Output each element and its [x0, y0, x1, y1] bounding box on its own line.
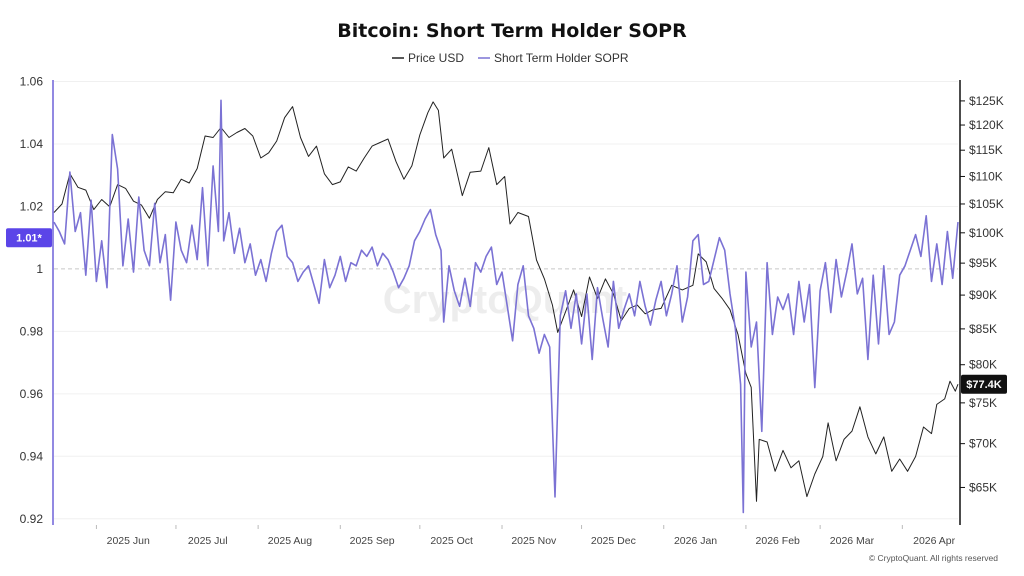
current-price-badge-label: $77.4K: [966, 379, 1002, 391]
x-tick-label: 2025 Oct: [430, 535, 473, 547]
left-tick-label: 0.96: [20, 387, 44, 401]
right-tick-label: $110K: [969, 169, 1003, 183]
left-tick-label: 1: [36, 262, 43, 276]
x-tick-label: 2026 Feb: [756, 535, 801, 547]
right-tick-label: $95K: [969, 256, 997, 270]
current-sopr-badge-bg: [6, 228, 52, 248]
left-axis: 0.92 0.94 0.96 0.98 1 1.02 1.04 1.06: [20, 75, 44, 526]
left-tick-label: 1.04: [20, 137, 44, 151]
left-tick-label: 0.98: [20, 324, 44, 338]
x-tick-label: 2026 Apr: [913, 535, 956, 547]
right-tick-label: $80K: [969, 358, 997, 372]
left-tick-label: 0.92: [20, 512, 44, 526]
right-tick-label: $125K: [969, 94, 1004, 108]
x-tick-label: 2025 Nov: [511, 535, 557, 547]
x-tick-label: 2026 Mar: [830, 535, 875, 547]
x-axis: 2025 Jun 2025 Jul 2025 Aug 2025 Sep 2025 Oct…: [95, 525, 956, 547]
x-tick-label: 2025 Aug: [268, 535, 313, 547]
left-tick-label: 0.94: [20, 449, 44, 463]
watermark: CryptoQuant: [383, 278, 627, 322]
series-price-line: [53, 101, 959, 502]
right-tick-label: $90K: [969, 288, 997, 302]
right-tick-label: $65K: [969, 480, 997, 494]
grid: [54, 81, 958, 520]
right-tick-label: $85K: [969, 322, 997, 336]
copyright-text: © CryptoQuant. All rights reserved: [869, 553, 998, 563]
right-tick-label: $100K: [969, 226, 1004, 240]
series-sopr-line: [53, 99, 959, 514]
current-price-badge-bg: [961, 374, 1007, 394]
right-tick-label: $120K: [969, 118, 1004, 132]
x-tick-label: 2025 Dec: [591, 535, 636, 547]
right-tick-label: $115K: [969, 143, 1003, 157]
legend-sopr-label[interactable]: Short Term Holder SOPR: [494, 51, 629, 65]
x-tick-label: 2025 Sep: [350, 535, 395, 547]
legend: Price USD Short Term Holder SOPR: [392, 51, 629, 65]
right-tick-label: $105K: [969, 197, 1004, 211]
legend-price-label[interactable]: Price USD: [408, 51, 464, 65]
x-tick-label: 2026 Jan: [674, 535, 717, 547]
left-tick-label: 1.06: [20, 75, 44, 89]
x-tick-label: 2025 Jul: [188, 535, 228, 547]
x-tick-label: 2025 Jun: [107, 535, 150, 547]
current-sopr-badge-label: 1.01*: [16, 233, 42, 245]
current-sopr-badge: 1.01*: [6, 228, 52, 248]
right-tick-label: $70K: [969, 437, 997, 451]
right-tick-label: $75K: [969, 396, 997, 410]
left-tick-label: 1.02: [20, 199, 44, 213]
chart-title: Bitcoin: Short Term Holder SOPR: [337, 20, 687, 42]
current-price-badge: $77.4K: [961, 374, 1007, 394]
right-axis: $65K $70K $75K $80K $85K $90K $95K $100K $105K $1…: [960, 94, 1004, 494]
